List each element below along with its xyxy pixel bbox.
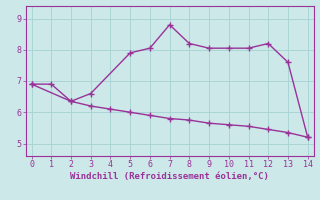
X-axis label: Windchill (Refroidissement éolien,°C): Windchill (Refroidissement éolien,°C) [70,172,269,181]
